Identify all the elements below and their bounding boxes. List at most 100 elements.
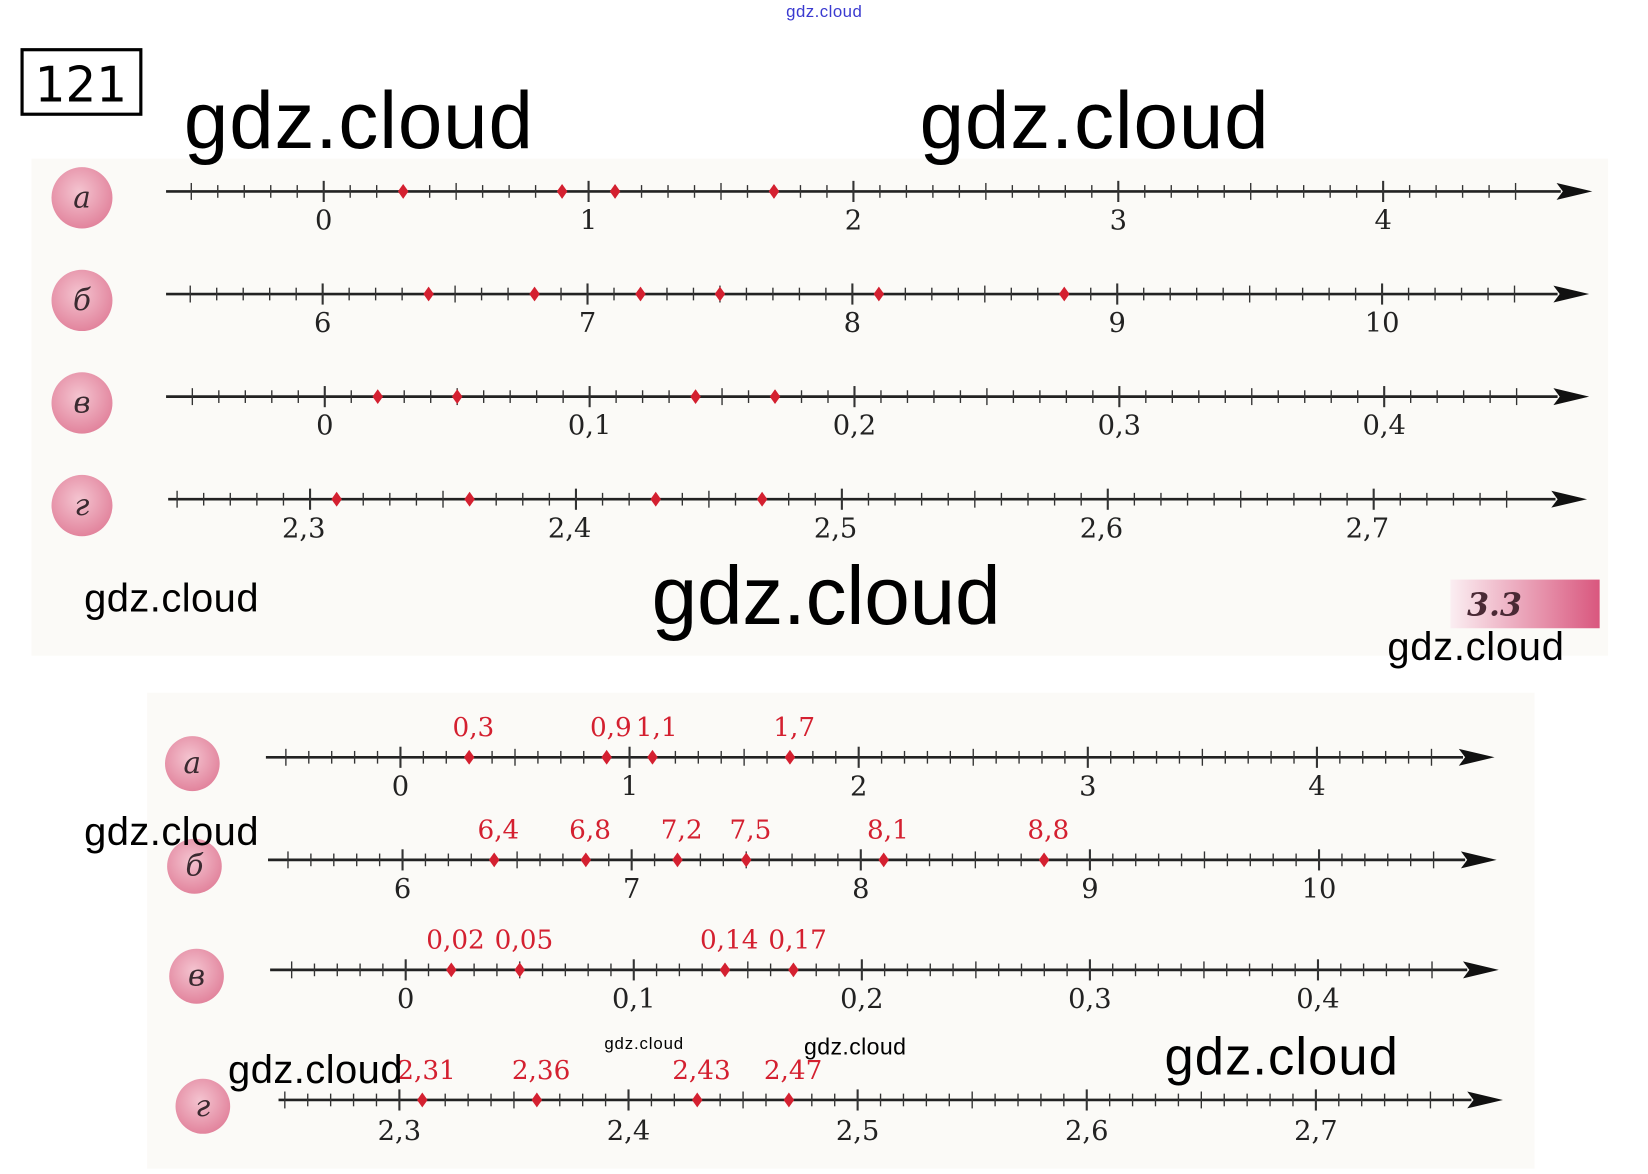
axis-arrow-icon	[1458, 748, 1495, 766]
axis-arrow-icon	[1551, 490, 1588, 508]
marked-point	[647, 749, 658, 765]
point-label: 1,7	[773, 713, 815, 743]
watermark: gdz.cloud	[804, 1033, 906, 1059]
point-label: 2,47	[764, 1056, 822, 1086]
problem-number-line: г 2,3 2,4 2,5 2,6 2,7	[51, 474, 1588, 544]
tick-label: 9	[1109, 308, 1126, 339]
section-badge: 3.3	[1450, 579, 1600, 629]
point-label: 0,9	[590, 713, 632, 743]
tick-label: 10	[1365, 308, 1400, 339]
marked-point	[463, 749, 475, 765]
tick-label: 0,2	[833, 411, 876, 442]
point-label: 7,5	[730, 816, 772, 846]
tick-label: 2,7	[1346, 513, 1389, 544]
tick-label: 3	[1110, 205, 1127, 236]
tick-label: 2,6	[1080, 513, 1123, 544]
marked-point	[423, 286, 434, 302]
marked-point	[514, 962, 525, 978]
tick-label: 0	[392, 771, 409, 802]
tick-label: 0,2	[840, 984, 883, 1015]
axis-arrow-icon	[1553, 285, 1590, 303]
tick-label: 1	[580, 205, 597, 236]
marked-point	[1059, 286, 1070, 302]
point-label: 0,3	[452, 713, 494, 743]
axis-arrow-icon	[1463, 961, 1499, 979]
problem-number-line: б 6 7 8 9 10	[51, 269, 1590, 339]
tick-label: 1	[621, 771, 638, 802]
marked-point	[719, 962, 731, 978]
answer-panel	[147, 692, 1535, 1169]
watermark: gdz.cloud	[652, 551, 1001, 642]
point-label: 0,05	[495, 926, 553, 956]
item-letter-circle	[51, 474, 113, 537]
point-label: 0,14	[700, 926, 758, 956]
point-label: 2,43	[672, 1056, 730, 1086]
tick-label: 0,1	[568, 411, 611, 442]
point-label: 8,1	[867, 816, 909, 846]
answer-number-line: а 0 1 2 3 4 0,3 0,9 1,1 1,7	[165, 713, 1495, 802]
item-letter-circle	[51, 372, 113, 434]
axis-arrow-icon	[1553, 388, 1590, 406]
watermark: gdz.cloud	[228, 1048, 402, 1092]
tick-label: 6	[394, 874, 411, 905]
watermark: gdz.cloud	[1165, 1027, 1398, 1086]
tick-label: 7	[579, 308, 596, 339]
item-letter: в	[188, 959, 205, 993]
axis-arrow-icon	[1556, 182, 1593, 200]
marked-point	[464, 491, 475, 507]
marked-point	[331, 491, 342, 507]
point-label: 0,17	[768, 926, 826, 956]
tick-label: 8	[844, 308, 861, 339]
item-letter: а	[184, 746, 202, 780]
marked-point	[446, 962, 457, 978]
tick-label: 2,3	[378, 1116, 421, 1147]
section-badge-label: 3.3	[1467, 586, 1522, 623]
tick-label: 2,4	[548, 513, 591, 544]
marked-point	[788, 962, 799, 978]
watermark: gdz.cloud	[786, 2, 862, 21]
tick-label: 2,7	[1294, 1116, 1337, 1147]
item-letter-circle	[51, 269, 113, 332]
tick-label: 2	[845, 205, 862, 236]
watermarks: gdz.cloud gdz.cloud gdz.cloud gdz.cloud …	[84, 2, 1564, 1092]
tick-label: 2,5	[836, 1116, 879, 1147]
answer-number-line: в 0 0,1 0,2 0,3 0,4 0,02 0,05 0,14 0,17	[169, 926, 1499, 1015]
problem-number-line: в 0 0,1 0,2 0,3 0,4	[51, 372, 1590, 442]
tick-label: 4	[1308, 771, 1325, 802]
tick-label: 0,4	[1296, 984, 1339, 1015]
marked-point	[372, 389, 383, 405]
item-letter: а	[73, 180, 91, 214]
watermark: gdz.cloud	[1387, 625, 1564, 669]
tick-label: 9	[1081, 874, 1098, 905]
tick-label: 0,3	[1068, 984, 1111, 1015]
tick-label: 2,4	[607, 1116, 650, 1147]
point-label: 7,2	[661, 816, 703, 846]
point-label: 0,02	[426, 926, 484, 956]
tick-label: 6	[314, 308, 331, 339]
watermark: gdz.cloud	[184, 75, 533, 165]
tick-label: 3	[1079, 771, 1096, 802]
watermark: gdz.cloud	[920, 75, 1269, 165]
item-letter: г	[75, 488, 90, 522]
problem-panel	[31, 158, 1609, 656]
marked-point	[714, 286, 726, 302]
tick-label: 2,6	[1065, 1116, 1108, 1147]
tick-label: 0	[316, 411, 333, 442]
tick-label: 2,5	[814, 513, 857, 544]
marked-point	[690, 389, 701, 405]
point-label: 6,4	[478, 816, 520, 846]
tick-label: 0,4	[1362, 411, 1405, 442]
item-letter: б	[185, 849, 204, 883]
point-label: 6,8	[569, 816, 611, 846]
marked-point	[873, 286, 885, 302]
point-label: 1,1	[636, 713, 678, 743]
item-letter-circle	[167, 838, 222, 894]
item-letter-circle	[175, 1078, 231, 1134]
tick-label: 0	[315, 205, 332, 236]
axis-arrow-icon	[1460, 851, 1497, 869]
watermark: gdz.cloud	[604, 1034, 683, 1053]
item-letter-circle	[51, 167, 113, 229]
marked-point	[756, 491, 768, 507]
exercise-number: 121	[35, 57, 127, 113]
